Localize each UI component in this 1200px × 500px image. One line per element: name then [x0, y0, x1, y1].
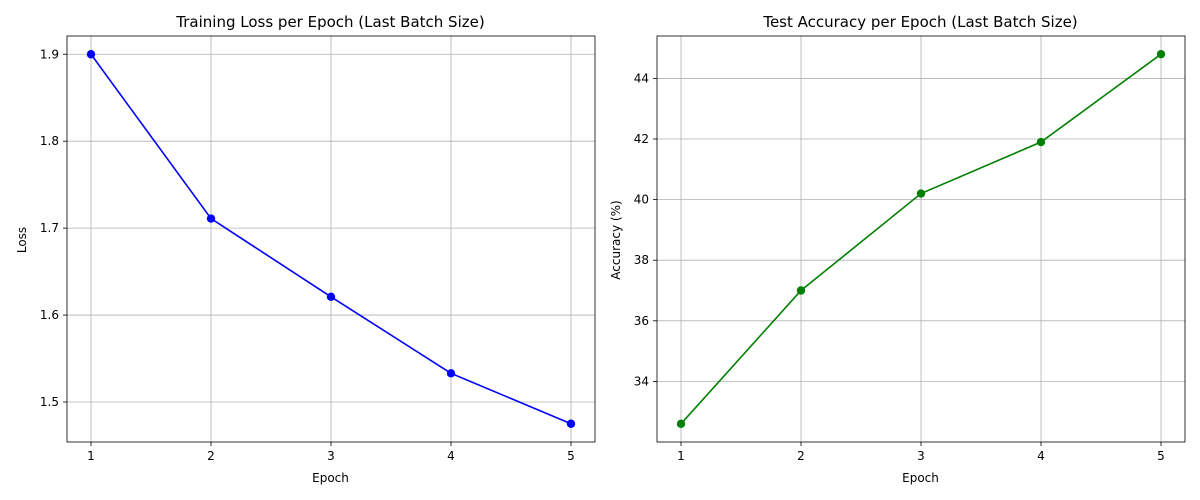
data-point: [446, 369, 456, 378]
y-tick-label: 42: [634, 132, 649, 146]
x-tick-label: 3: [327, 449, 335, 463]
test-accuracy-chart: Test Accuracy per Epoch (Last Batch Size…: [609, 13, 1186, 485]
data-point: [796, 286, 806, 295]
x-tick-label: 5: [567, 449, 575, 463]
data-point: [206, 214, 216, 223]
data-point: [676, 419, 686, 429]
grid: [657, 36, 1185, 442]
x-tick-label: 4: [447, 449, 455, 463]
y-tick-label: 1.8: [40, 134, 59, 148]
y-tick-label: 1.9: [40, 47, 59, 61]
chart-title: Training Loss per Epoch (Last Batch Size…: [175, 13, 484, 31]
y-axis-label: Loss: [15, 227, 29, 253]
y-tick-label: 1.7: [40, 221, 59, 235]
axes-frame: [66, 35, 596, 443]
y-tick-label: 34: [634, 374, 649, 388]
x-axis-label: Epoch: [312, 471, 349, 485]
axes-frame: [656, 35, 1186, 443]
y-tick-label: 36: [634, 314, 649, 328]
data-point: [1036, 137, 1046, 147]
x-axis-label: Epoch: [902, 471, 939, 485]
data-point: [1156, 49, 1166, 59]
training-loss-chart: Training Loss per Epoch (Last Batch Size…: [15, 13, 596, 485]
y-tick-label: 1.6: [40, 308, 59, 322]
chart-title: Test Accuracy per Epoch (Last Batch Size…: [762, 13, 1077, 31]
x-tick-label: 1: [677, 449, 685, 463]
data-point: [326, 292, 336, 302]
y-tick-label: 44: [634, 71, 649, 85]
y-tick-label: 1.5: [40, 395, 59, 409]
data-point: [916, 189, 926, 198]
x-tick-label: 3: [917, 449, 925, 463]
y-tick-label: 38: [634, 253, 649, 267]
x-tick-label: 2: [207, 449, 215, 463]
data-point: [566, 419, 576, 428]
x-tick-label: 4: [1037, 449, 1045, 463]
data-point: [86, 50, 96, 59]
y-tick-label: 40: [634, 193, 649, 207]
x-tick-label: 5: [1157, 449, 1165, 463]
x-tick-label: 1: [87, 449, 95, 463]
x-tick-label: 2: [797, 449, 805, 463]
y-axis-label: Accuracy (%): [609, 200, 623, 279]
